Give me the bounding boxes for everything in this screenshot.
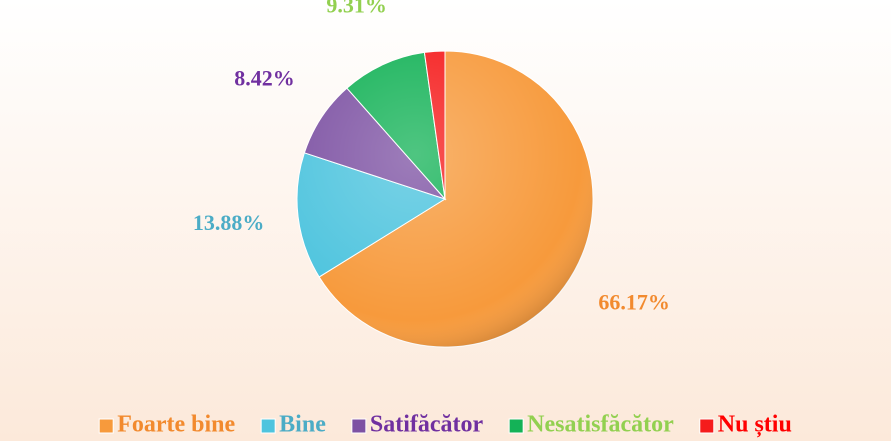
data-label: 13.88%: [193, 210, 265, 235]
legend-label: Foarte bine: [117, 412, 235, 438]
data-label: 66.17%: [598, 289, 670, 314]
data-label: 9.31%: [326, 0, 387, 17]
legend-label: Satifăcător: [370, 412, 484, 438]
legend-swatch: [508, 418, 524, 434]
legend-swatch: [98, 418, 114, 434]
legend-label: Nu știu: [718, 412, 792, 438]
legend-label: Nesatisfăcător: [527, 412, 674, 438]
legend-label: Bine: [279, 412, 326, 438]
legend-swatch: [699, 418, 715, 434]
data-label: 2.22%: [400, 0, 461, 3]
legend: Foarte bine Bine Satifăcător Nesatisfăcător…: [98, 412, 792, 438]
legend-swatch: [260, 418, 276, 434]
data-label: 8.42%: [234, 65, 295, 90]
legend-swatch: [351, 418, 367, 434]
